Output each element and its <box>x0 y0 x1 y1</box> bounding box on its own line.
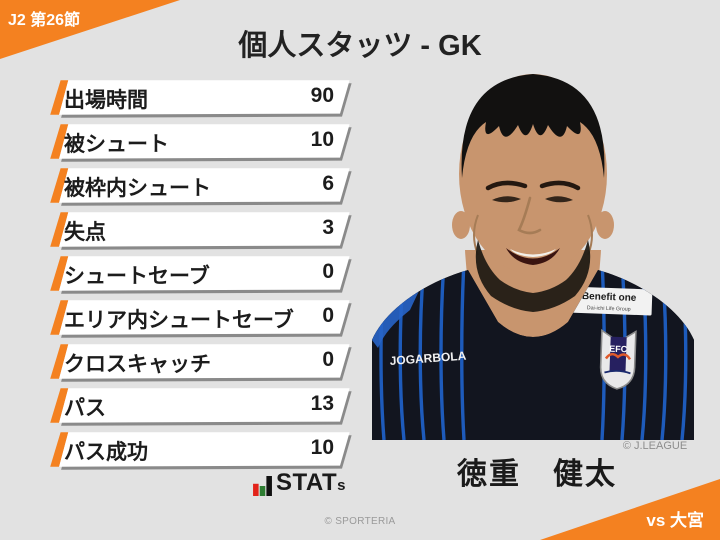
svg-text:Benefit one: Benefit one <box>582 291 637 304</box>
svg-text:EFC: EFC <box>609 344 628 355</box>
